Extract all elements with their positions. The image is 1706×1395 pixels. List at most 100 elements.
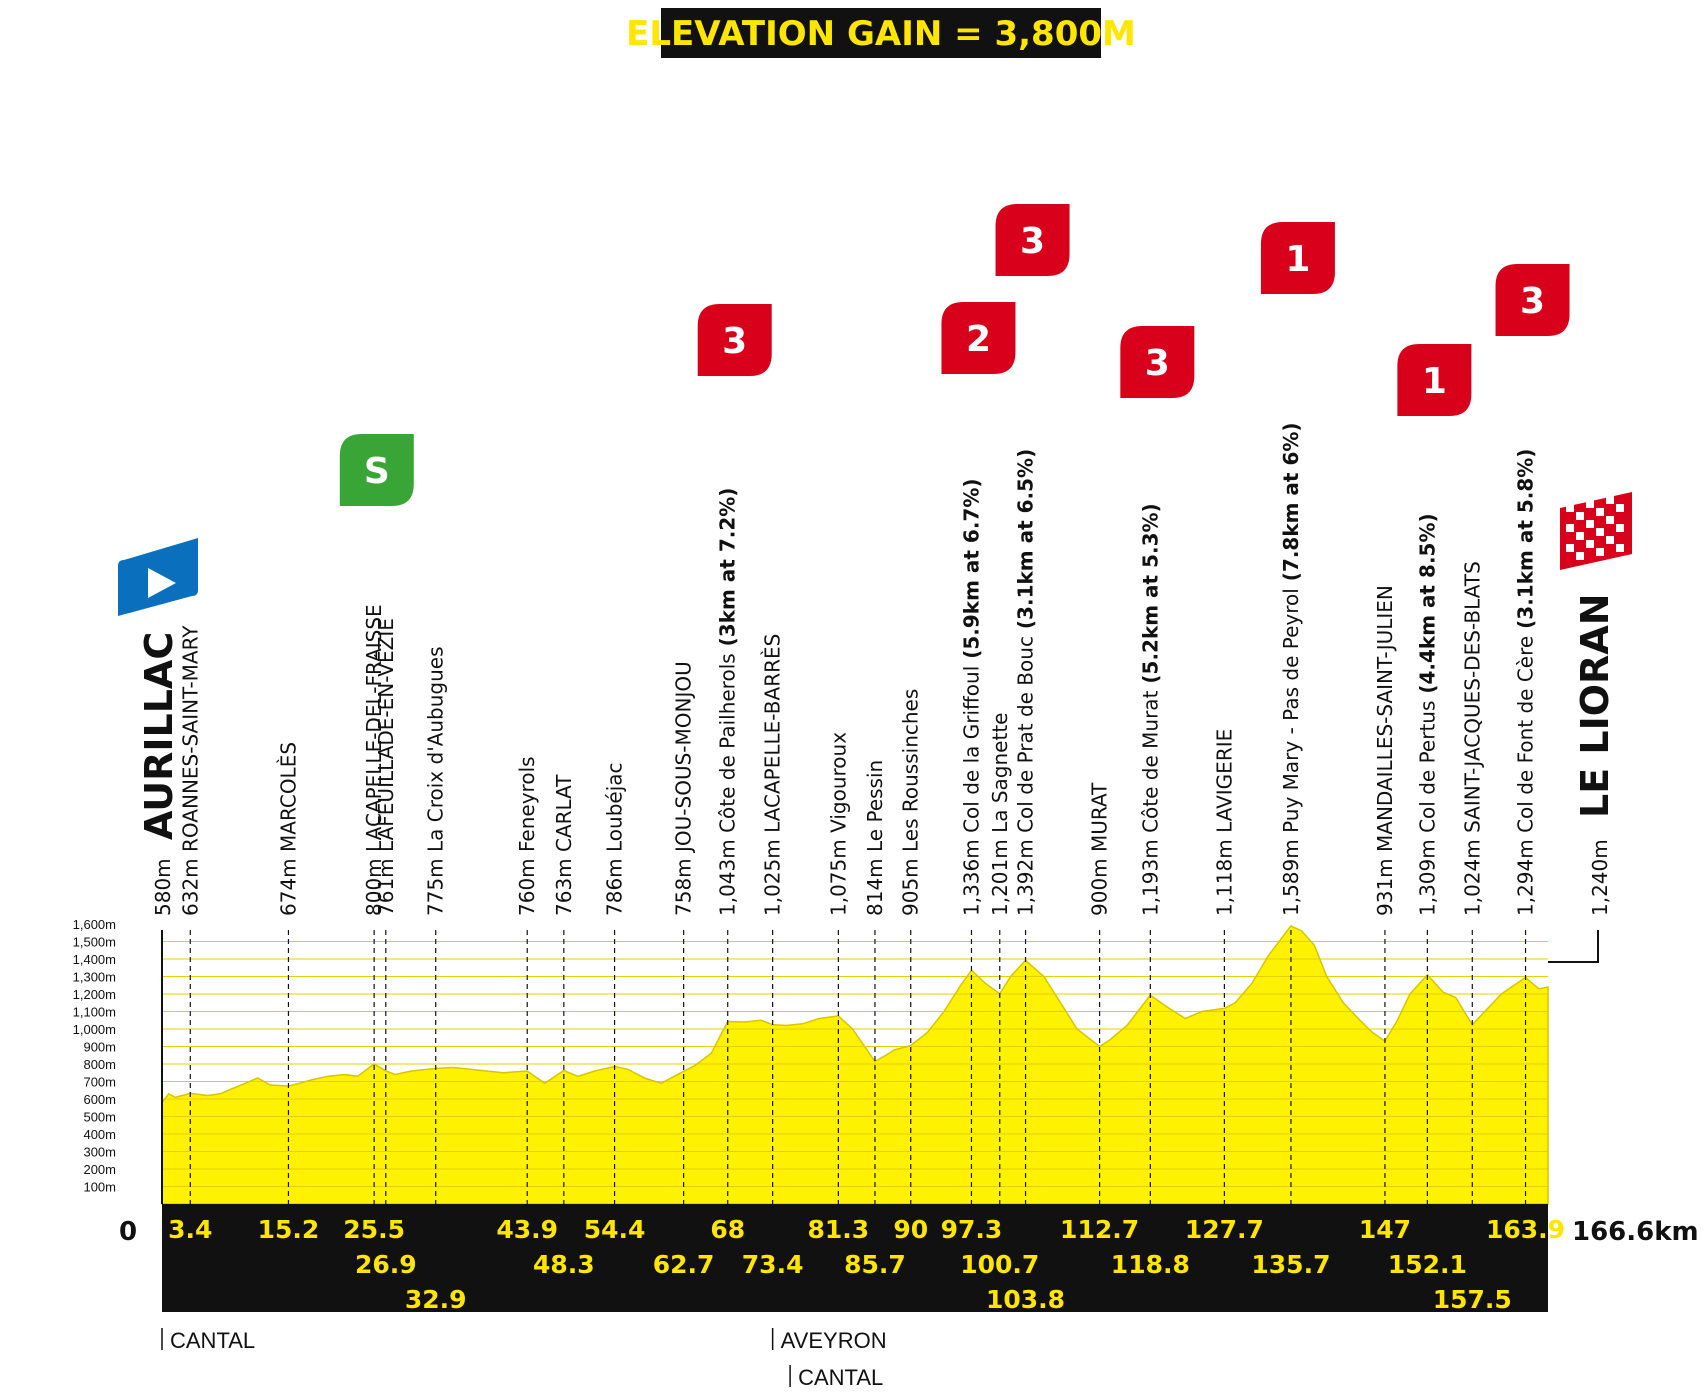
waypoint-labels: 580m AURILLAC 1,240m LE LIORAN 632m ROANNES-…	[137, 422, 1617, 916]
waypoint-label: 800m LACAPELLE-DEL-FRAISSE	[362, 604, 386, 916]
climb-category-badge-label: 2	[966, 319, 991, 360]
waypoint-label: 814m Le Pessin	[863, 760, 887, 916]
climb-category-badge-label: 3	[722, 321, 747, 362]
waypoint-label: 1,309m Col de Pertus (4.4km at 8.5%)	[1415, 513, 1439, 916]
climb-category-badge-shape	[941, 302, 1016, 374]
km-label: 26.9	[355, 1250, 417, 1279]
y-tick-label: 1,100m	[73, 1005, 116, 1020]
waypoint-label: 775m La Croix d'Aubugues	[424, 646, 448, 916]
km-label: 152.1	[1388, 1250, 1467, 1279]
finish-post	[1548, 930, 1599, 963]
banner-title: ELEVATION GAIN = 3,800M	[626, 14, 1136, 54]
finish-flag-square	[1586, 500, 1594, 508]
profile-area	[161, 924, 1549, 1205]
climb-category-badge-shape	[1120, 326, 1195, 398]
km-finish-label: 166.6km	[1572, 1217, 1699, 1247]
sprint-badge: S	[339, 434, 414, 506]
climb-category-badge: 1	[1397, 344, 1472, 416]
climb-category-badge-shape	[1260, 222, 1335, 294]
waypoint-label: 1,043m Côte de Pailherols (3km at 7.2%)	[716, 488, 740, 916]
y-tick-label: 300m	[83, 1145, 116, 1160]
km-label: 157.5	[1433, 1285, 1512, 1314]
waypoint-label: 763m CARLAT	[552, 774, 576, 916]
elevation-banner: ELEVATION GAIN = 3,800M	[626, 8, 1136, 58]
climb-category-badge: 2	[941, 302, 1016, 374]
y-tick-label: 1,200m	[73, 987, 116, 1002]
y-tick-label: 200m	[83, 1162, 116, 1177]
climb-category-badge-shape	[697, 304, 772, 376]
start-altitude-label: 580m	[151, 858, 175, 916]
km-label: 48.3	[533, 1250, 595, 1279]
finish-flag-square	[1596, 528, 1604, 536]
km-label: 90	[893, 1215, 928, 1244]
climb-category-badge-shape	[995, 204, 1070, 276]
km-bar: 0 166.6km 3.4 15.2 25.5 43.9 54.4 68 81.3 90 97.3 1…	[119, 1204, 1699, 1314]
climb-category-badge-label: 3	[1020, 221, 1045, 262]
waypoint-label: 931m MANDAILLES-SAINT-JULIEN	[1373, 585, 1397, 916]
climb-category-badge-shape	[1397, 344, 1472, 416]
finish-flag-square	[1606, 496, 1614, 504]
start-marker-icon	[118, 538, 198, 616]
climb-category-badge-label: 3	[1520, 281, 1545, 322]
y-tick-label: 1,400m	[73, 952, 116, 967]
km-start-label: 0	[119, 1217, 137, 1247]
waypoint-label: 758m JOU-SOUS-MONJOU	[672, 661, 696, 916]
waypoint-label: 1,392m Col de Prat de Bouc (3.1km at 6.5…	[1014, 449, 1038, 916]
y-tick-label: 1,600m	[73, 917, 116, 932]
waypoint-label: 1,589m Puy Mary - Pas de Peyrol (7.8km a…	[1279, 422, 1303, 916]
climb-category-badge: 3	[995, 204, 1070, 276]
y-tick-label: 600m	[83, 1092, 116, 1107]
finish-flag-square	[1616, 504, 1624, 512]
waypoint-label: 1,025m LACAPELLE-BARRÈS	[761, 634, 785, 916]
sprint-badge-shape	[339, 434, 414, 506]
climb-category-badge-shape	[1495, 264, 1570, 336]
finish-flag-square	[1606, 516, 1614, 524]
km-label: 135.7	[1251, 1250, 1330, 1279]
finish-flag-square	[1576, 532, 1584, 540]
y-tick-label: 1,500m	[73, 935, 116, 950]
profile-fill	[162, 925, 1548, 1204]
finish-flag-square	[1566, 544, 1574, 552]
waypoint-label: 1,336m Col de la Griffoul (5.9km at 6.7%…	[959, 478, 983, 916]
y-axis: 100m 200m 300m 400m 500m 600m 700m 800m 900m 1,00…	[73, 917, 116, 1195]
km-bar-background	[162, 1204, 1548, 1312]
y-tick-label: 900m	[83, 1040, 116, 1055]
km-label: 62.7	[653, 1250, 715, 1279]
km-label: 97.3	[941, 1215, 1003, 1244]
km-label: 112.7	[1060, 1215, 1139, 1244]
climb-category-badge: 3	[697, 304, 772, 376]
km-label: 147	[1359, 1215, 1411, 1244]
finish-altitude-label: 1,240m	[1588, 839, 1612, 916]
finish-flag-square	[1616, 524, 1624, 532]
waypoint-label: 1,201m La Sagnette	[988, 713, 1012, 916]
waypoint-label: 632m ROANNES-SAINT-MARY	[178, 625, 202, 916]
region-labels: CANTAL AVEYRON CANTAL	[161, 1328, 887, 1390]
waypoint-label: 1,024m SAINT-JACQUES-DES-BLATS	[1460, 561, 1484, 916]
waypoint-label: 1,193m Côte de Murat (5.2km at 5.3%)	[1138, 503, 1162, 916]
waypoint-label: 1,075m Vigouroux	[826, 732, 850, 916]
waypoint-label: 674m MARCOLÈS	[276, 742, 300, 916]
climb-category-badge: 3	[1495, 264, 1570, 336]
waypoint-label: 786m Loubéjac	[603, 762, 627, 916]
km-label: 163.9	[1486, 1215, 1565, 1244]
climb-category-badge-label: 3	[1145, 343, 1170, 384]
km-label: 15.2	[258, 1215, 320, 1244]
km-label: 85.7	[844, 1250, 906, 1279]
climb-category-badge-label: 1	[1285, 239, 1310, 280]
climb-badges: 3 2 3 3 1 1 3 S	[118, 204, 1632, 616]
y-tick-label: 800m	[83, 1057, 116, 1072]
finish-town-label: LE LIORAN	[1573, 593, 1617, 818]
banner-background	[661, 8, 1101, 58]
finish-flag-square	[1576, 552, 1584, 560]
y-tick-label: 500m	[83, 1110, 116, 1125]
climb-category-badge: 3	[1120, 326, 1195, 398]
finish-flag-square	[1606, 536, 1614, 544]
finish-flag-square	[1596, 508, 1604, 516]
y-tick-label: 1,300m	[73, 970, 116, 985]
y-tick-label: 100m	[83, 1180, 116, 1195]
region-label: CANTAL	[798, 1365, 883, 1390]
km-label: 103.8	[986, 1285, 1065, 1314]
start-town-label: AURILLAC	[137, 632, 181, 840]
climb-category-badge-label: 1	[1422, 361, 1447, 402]
